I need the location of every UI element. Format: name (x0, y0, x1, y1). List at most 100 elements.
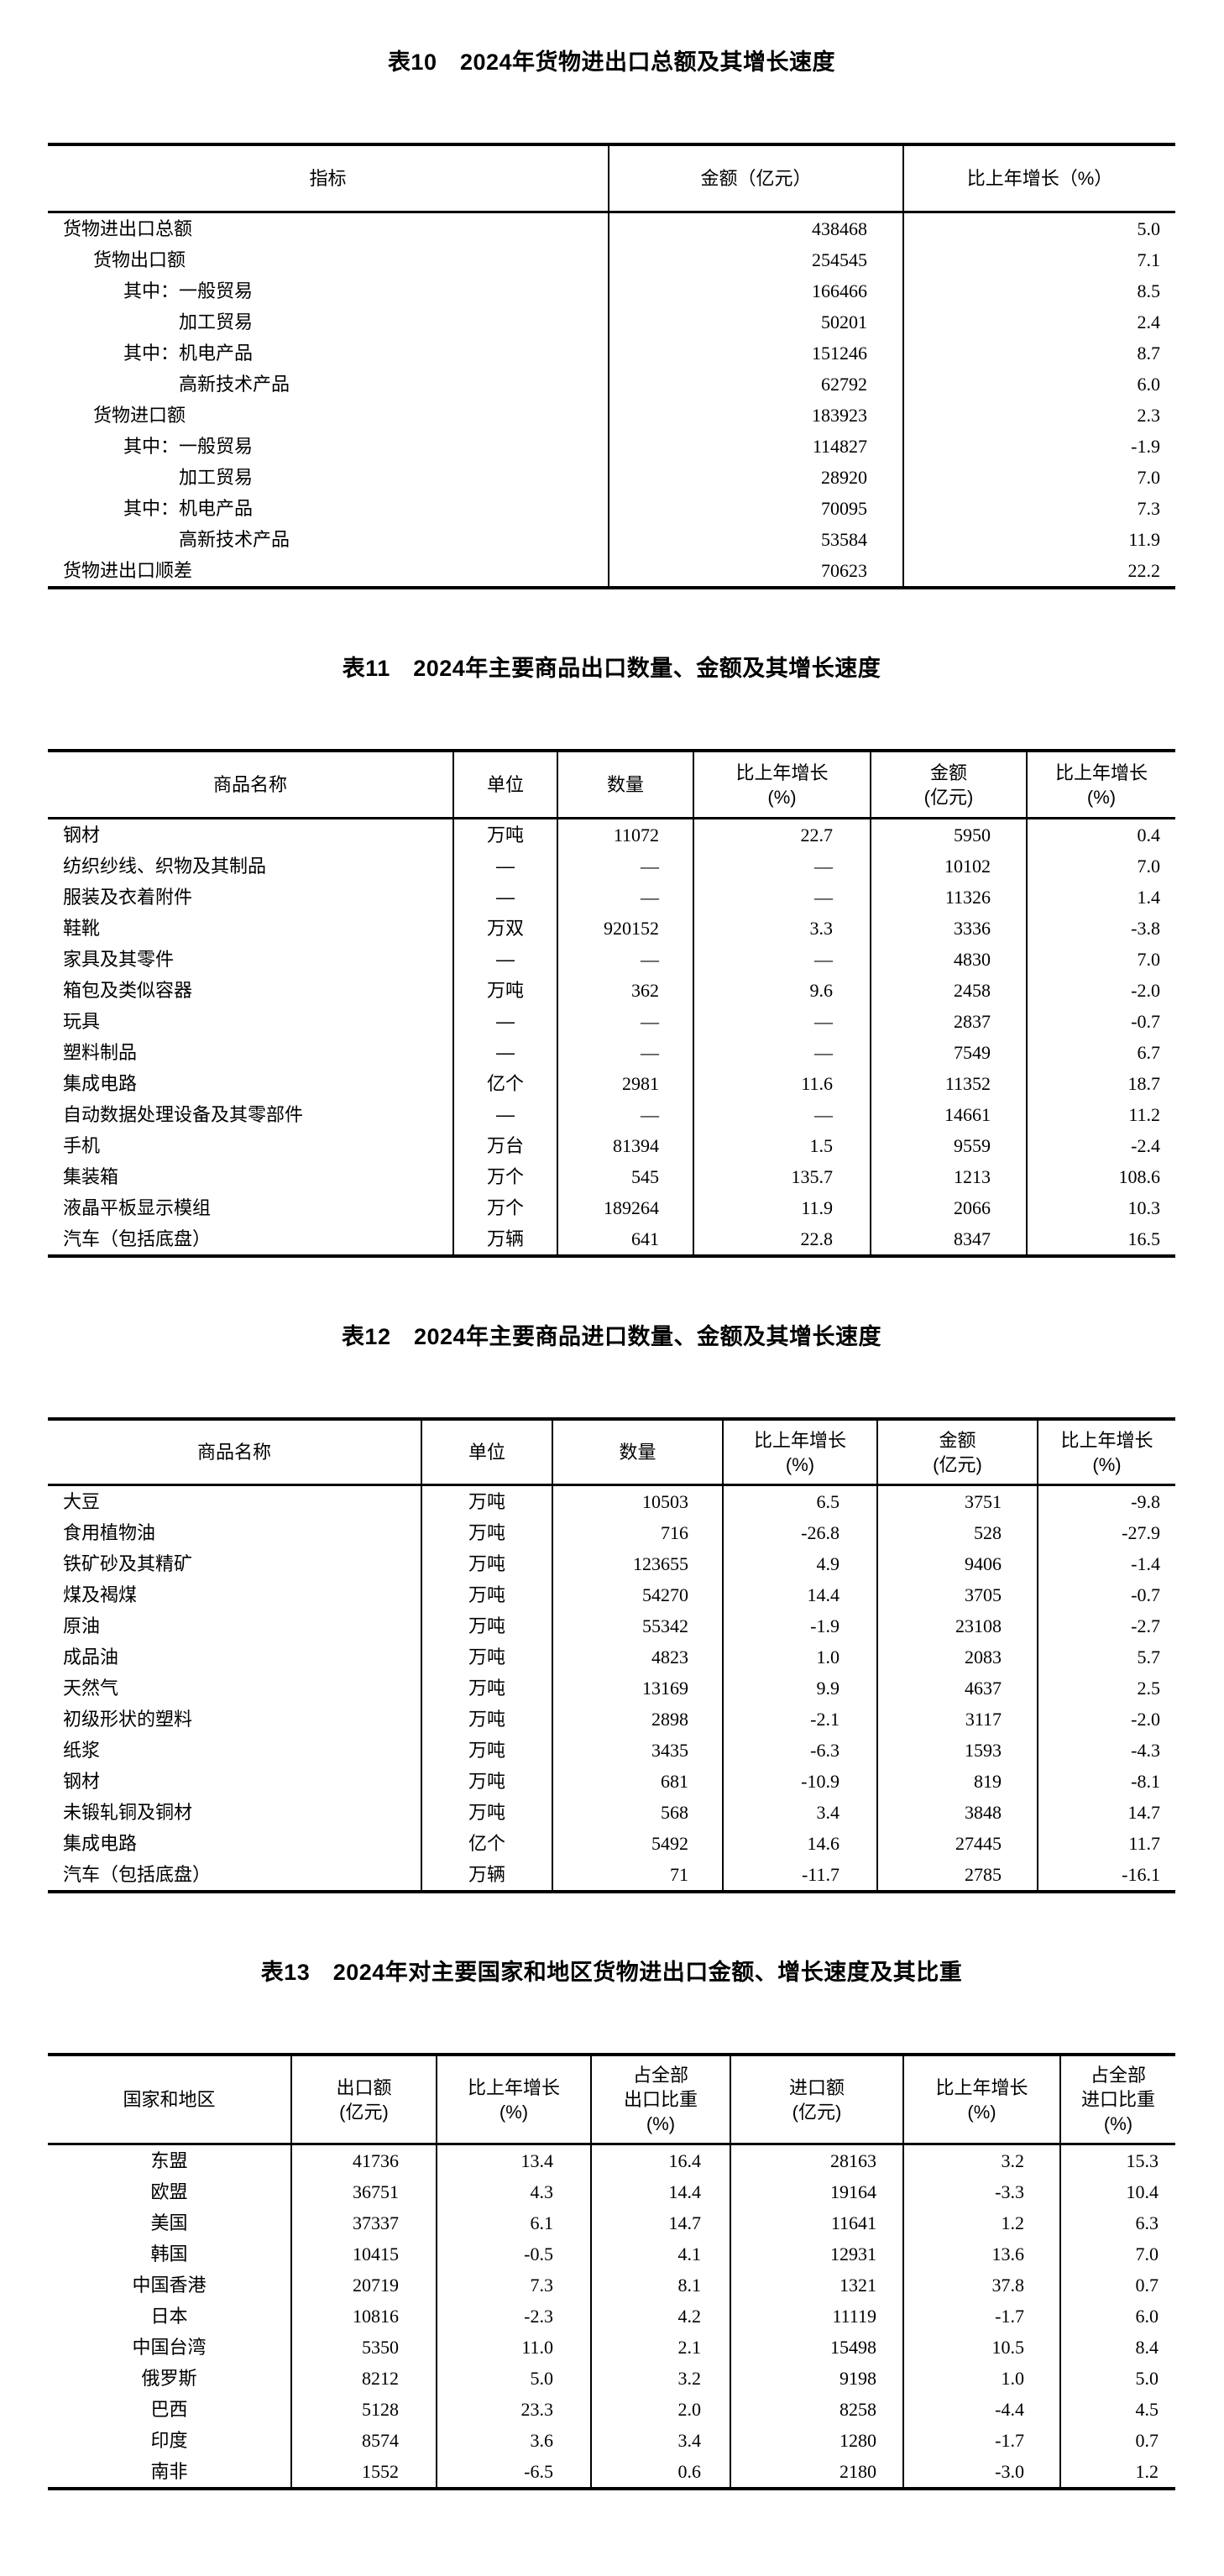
table-cell: 巴西 (150, 2399, 188, 2420)
table-cell: 货物进出口顺差 (63, 560, 193, 581)
table-cell: 万吨 (421, 1548, 552, 1579)
table-cell: 2.0 (590, 2394, 730, 2425)
table-cell: 其中：一般贸易 (123, 280, 254, 301)
table-cell: 万双 (452, 913, 557, 944)
column-header-amount: 金额 (亿元) (876, 1419, 1038, 1486)
table-cell: 11.2 (1026, 1099, 1175, 1130)
table-cell: 4.2 (590, 2301, 730, 2332)
table-cell: 5128 (290, 2394, 437, 2425)
table-cell: 7.3 (436, 2270, 591, 2301)
table-cell: 11641 (730, 2207, 903, 2238)
table-cell: 集装箱 (63, 1166, 119, 1187)
table-cell: 万吨 (421, 1704, 552, 1735)
table-cell: 716 (552, 1517, 723, 1548)
table-cell: 初级形状的塑料 (63, 1709, 193, 1730)
table-cell: 36751 (290, 2176, 437, 2207)
table-cell: 中国台湾 (132, 2337, 207, 2358)
table-cell: 其中：机电产品 (123, 498, 254, 519)
table-cell: 11.9 (902, 524, 1175, 555)
table-cell: -9.8 (1037, 1484, 1175, 1517)
table-row: 货物进口额 183923 2.3 (48, 400, 1175, 431)
table-row: 南非 1552 -6.5 0.6 2180 -3.0 1.2 (48, 2456, 1175, 2489)
table-row: 高新技术产品 53584 11.9 (48, 524, 1175, 555)
table-cell: 0.7 (1059, 2270, 1175, 2301)
section-table12: 表12 2024年主要商品进口数量、金额及其增长速度 商品名称 单位 数量 比上… (48, 1323, 1175, 1893)
column-header-quantity-growth: 比上年增长 (%) (722, 1419, 877, 1486)
table-cell: 15498 (730, 2332, 903, 2363)
table-cell: 14661 (870, 1099, 1027, 1130)
table-cell: — (557, 1006, 693, 1037)
table-row: 集成电路 亿个 5492 14.6 27445 11.7 (48, 1828, 1175, 1859)
table-row: 成品油 万吨 4823 1.0 2083 5.7 (48, 1641, 1175, 1673)
table-cell: 641 (557, 1223, 693, 1256)
table-cell: 4823 (552, 1641, 723, 1673)
table-cell: — (557, 882, 693, 913)
column-header-indicator: 指标 (48, 144, 609, 213)
table-cell: -1.7 (902, 2425, 1060, 2456)
table-cell: — (557, 1099, 693, 1130)
table-row: 高新技术产品 62792 6.0 (48, 369, 1175, 400)
table-cell: 万吨 (421, 1766, 552, 1797)
table-row: 加工贸易 28920 7.0 (48, 462, 1175, 493)
table-cell: 568 (552, 1797, 723, 1828)
table-row: 日本 10816 -2.3 4.2 11119 -1.7 6.0 (48, 2301, 1175, 2332)
table-cell: — (557, 944, 693, 975)
column-header-unit: 单位 (421, 1419, 552, 1486)
table-cell: 11072 (557, 818, 693, 851)
table-cell: 印度 (150, 2430, 188, 2451)
table-cell: 南非 (150, 2461, 188, 2482)
table-cell: 未锻轧铜及铜材 (63, 1802, 193, 1823)
table-cell: — (452, 882, 557, 913)
table-cell: 13169 (552, 1673, 723, 1704)
table-cell: 5.7 (1037, 1641, 1175, 1673)
table-cell: 3.3 (693, 913, 871, 944)
table-cell: 4.1 (590, 2238, 730, 2270)
table-row: 韩国 10415 -0.5 4.1 12931 13.6 7.0 (48, 2238, 1175, 2270)
table-cell: 8258 (730, 2394, 903, 2425)
table-cell: 手机 (63, 1135, 101, 1156)
table-row: 液晶平板显示模组 万个 189264 11.9 2066 10.3 (48, 1192, 1175, 1223)
table-cell: 1.4 (1026, 882, 1175, 913)
table-cell: 53584 (608, 524, 903, 555)
table-cell: -2.3 (436, 2301, 591, 2332)
table-cell: -4.3 (1037, 1735, 1175, 1766)
table-cell: 日本 (150, 2306, 188, 2327)
table-cell: 362 (557, 975, 693, 1006)
table-cell: 11.0 (436, 2332, 591, 2363)
table-row: 货物进出口顺差 70623 22.2 (48, 555, 1175, 588)
table-cell: 亿个 (452, 1068, 557, 1099)
section-table11: 表11 2024年主要商品出口数量、金额及其增长速度 商品名称 单位 数量 比上… (48, 655, 1175, 1258)
table-header-row: 商品名称 单位 数量 比上年增长 (%) 金额 (亿元) 比上年增长 (%) (48, 1419, 1175, 1486)
table-cell: 3.6 (436, 2425, 591, 2456)
table-cell: 货物出口额 (93, 249, 186, 270)
table-cell: 50201 (608, 306, 903, 338)
table-cell: 81394 (557, 1130, 693, 1161)
table-cell: 14.4 (590, 2176, 730, 2207)
table-cell: 7.3 (902, 493, 1175, 524)
table12-body: 大豆 万吨 10503 6.5 3751 -9.8 食用植物油 万吨 716 -26.8 528 -2… (48, 1484, 1175, 1892)
table-cell: 28163 (730, 2144, 903, 2176)
table-row: 东盟 41736 13.4 16.4 28163 3.2 15.3 (48, 2144, 1175, 2176)
table-row: 手机 万台 81394 1.5 9559 -2.4 (48, 1130, 1175, 1161)
table-cell: 汽车（包括底盘） (63, 1228, 212, 1249)
table-cell: 铁矿砂及其精矿 (63, 1553, 193, 1574)
table-cell: — (557, 851, 693, 882)
table-cell: 114827 (608, 431, 903, 462)
table-cell: 8.1 (590, 2270, 730, 2301)
table-row: 塑料制品 — — —7549 6.7 (48, 1037, 1175, 1068)
table-row: 其中：一般贸易 166466 8.5 (48, 275, 1175, 306)
table-cell: 13.4 (436, 2144, 591, 2176)
table10-body: 货物进出口总额 438468 5.0 货物出口额 254545 7.1 其中：一般贸易 166… (48, 212, 1175, 588)
table-cell: 0.6 (590, 2456, 730, 2489)
table-cell: -3.0 (902, 2456, 1060, 2489)
table-cell: 加工贸易 (179, 467, 254, 488)
table-cell: -11.7 (722, 1859, 877, 1892)
section-table13: 表13 2024年对主要国家和地区货物进出口金额、增长速度及其比重 国家和地区 … (48, 1959, 1175, 2490)
table-cell: 37337 (290, 2207, 437, 2238)
table-cell: 41736 (290, 2144, 437, 2176)
table-row: 其中：一般贸易 114827 -1.9 (48, 431, 1175, 462)
table-cell: 中国香港 (132, 2275, 207, 2296)
table-cell: 7.0 (1026, 851, 1175, 882)
table-cell: -0.5 (436, 2238, 591, 2270)
table-cell: 14.6 (722, 1828, 877, 1859)
